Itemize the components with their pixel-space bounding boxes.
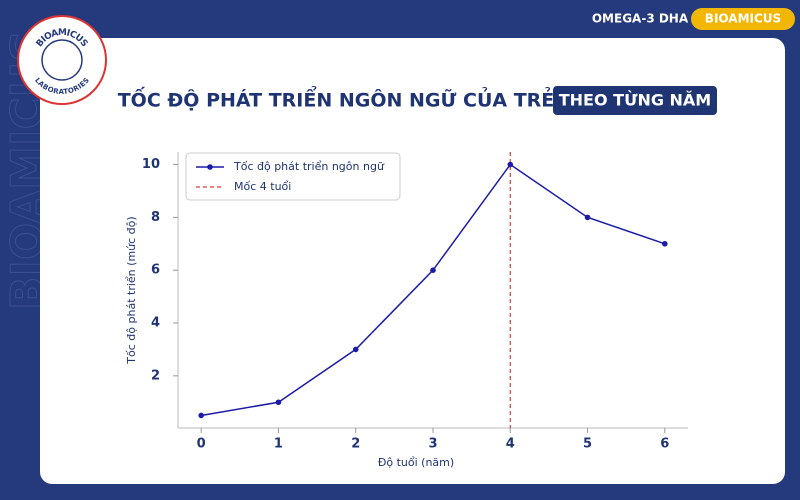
x-tick-label: 5 [583,437,592,452]
logo [17,15,107,105]
y-tick-label: 10 [142,157,160,172]
chart-title: TỐC ĐỘ PHÁT TRIỂN NGÔN NGỮ CỦA TRẺ [118,86,555,112]
y-tick-label: 6 [151,263,160,278]
product-label: OMEGA-3 DHA [592,12,689,26]
y-axis-label: Tốc độ phát triển (mức độ) [125,216,138,364]
x-tick-label: 0 [197,437,206,452]
y-tick-label: 8 [151,210,160,225]
x-tick-label: 2 [351,437,360,452]
x-tick-label: 3 [428,437,437,452]
x-tick-label: 4 [506,437,515,452]
panel [40,38,785,484]
brand-label: BIOAMICUS [705,12,781,26]
point [352,346,359,353]
point [198,412,204,419]
subtitle-tag [553,86,717,115]
brand-pill [691,8,795,30]
chart-subtitle: THEO TỪNG NĂM [559,91,711,110]
x-tick-label: 6 [660,437,669,452]
legend-marker [207,164,213,170]
x-tick-label: 1 [274,437,283,452]
y-tick-label: 2 [151,368,160,383]
point [584,214,591,221]
point [662,240,668,247]
legend-label: Tốc độ phát triển ngôn ngữ [233,160,385,173]
x-axis-label: Độ tuổi (năm) [378,456,454,469]
legend-label: Mốc 4 tuổi [234,180,291,193]
point [507,161,514,168]
y-tick-label: 4 [151,316,160,331]
point [430,267,436,273]
legend-box [185,152,401,201]
logo-emblem [41,39,83,81]
point [275,399,282,406]
